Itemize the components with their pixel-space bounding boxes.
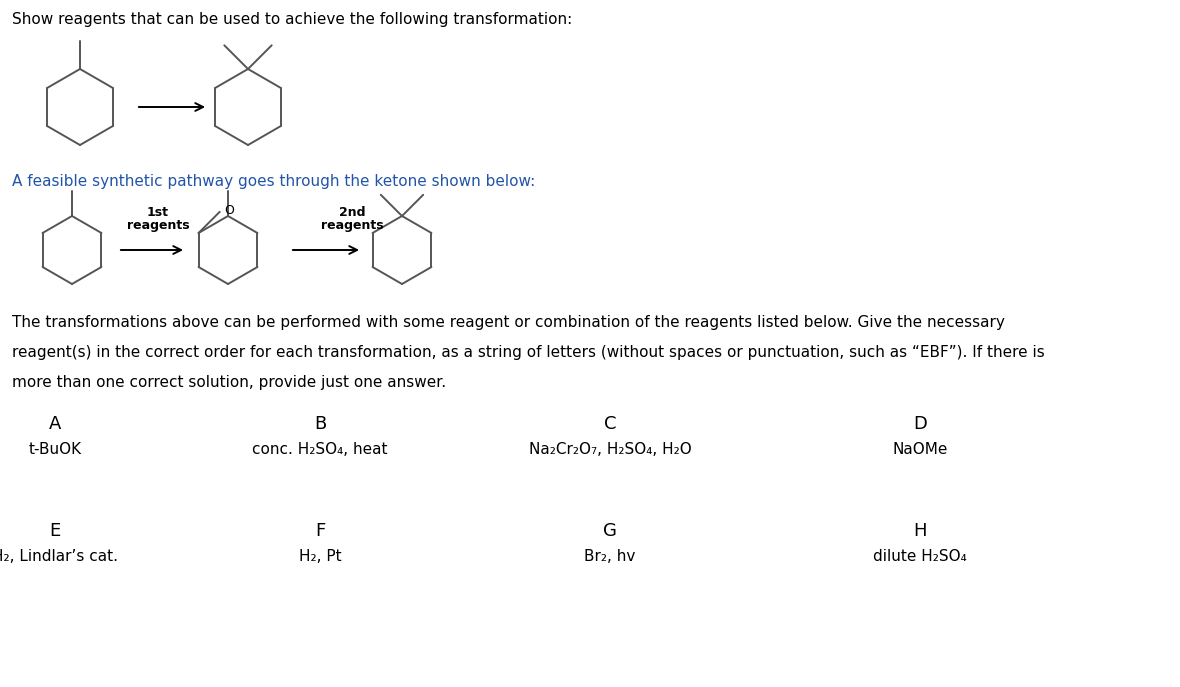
Text: reagents: reagents — [126, 219, 189, 232]
Text: G: G — [603, 522, 617, 540]
Text: A feasible synthetic pathway goes through the ketone shown below:: A feasible synthetic pathway goes throug… — [12, 174, 536, 189]
Text: F: F — [315, 522, 326, 540]
Text: D: D — [913, 415, 927, 433]
Text: E: E — [50, 522, 60, 540]
Text: t-BuOK: t-BuOK — [28, 442, 81, 457]
Text: H₂, Lindlar’s cat.: H₂, Lindlar’s cat. — [0, 549, 118, 564]
Text: Br₂, hv: Br₂, hv — [584, 549, 636, 564]
Text: Na₂Cr₂O₇, H₂SO₄, H₂O: Na₂Cr₂O₇, H₂SO₄, H₂O — [529, 442, 691, 457]
Text: 1st: 1st — [148, 206, 169, 219]
Text: reagent(s) in the correct order for each transformation, as a string of letters : reagent(s) in the correct order for each… — [12, 345, 1044, 360]
Text: more than one correct solution, provide just one answer.: more than one correct solution, provide … — [12, 375, 446, 390]
Text: dilute H₂SO₄: dilute H₂SO₄ — [873, 549, 966, 564]
Text: H: H — [913, 522, 926, 540]
Text: Show reagents that can be used to achieve the following transformation:: Show reagents that can be used to achiev… — [12, 12, 572, 27]
Text: O: O — [224, 204, 234, 217]
Text: C: C — [604, 415, 616, 433]
Text: conc. H₂SO₄, heat: conc. H₂SO₄, heat — [253, 442, 388, 457]
Text: The transformations above can be performed with some reagent or combination of t: The transformations above can be perform… — [12, 315, 1005, 330]
Text: 2nd: 2nd — [339, 206, 366, 219]
Text: reagents: reagents — [321, 219, 384, 232]
Text: B: B — [314, 415, 326, 433]
Text: A: A — [48, 415, 61, 433]
Text: NaOMe: NaOMe — [892, 442, 948, 457]
Text: H₂, Pt: H₂, Pt — [299, 549, 341, 564]
